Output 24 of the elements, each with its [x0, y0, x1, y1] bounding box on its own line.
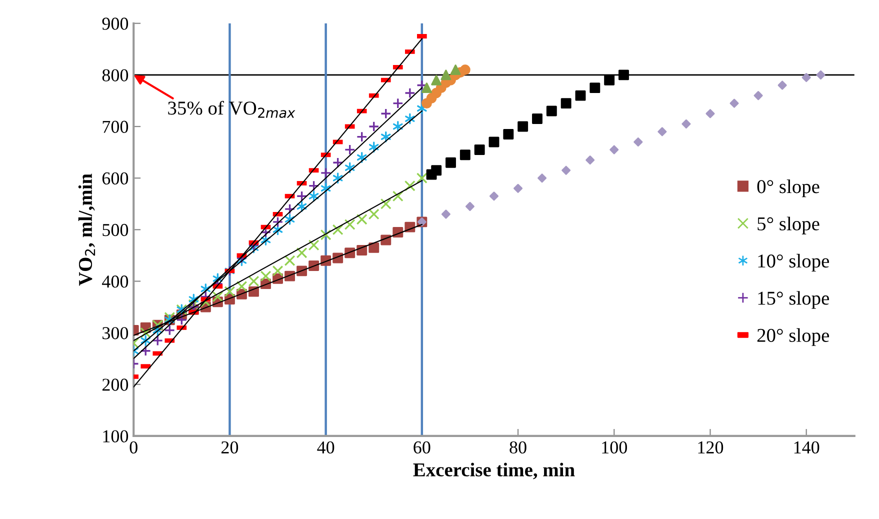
x-tick-label: 0 — [130, 441, 138, 454]
legend-label: 20° slope — [757, 328, 830, 346]
y-tick-label: 400 — [102, 275, 128, 288]
y-tick-label: 300 — [102, 327, 128, 340]
y-tick-label: 800 — [102, 69, 128, 82]
y-tick-label: 900 — [102, 18, 128, 30]
x-tick-label: 100 — [602, 441, 627, 454]
x-tick-label: 80 — [510, 441, 526, 454]
y-tick-label: 700 — [102, 120, 128, 133]
legend-label: 10° slope — [758, 254, 830, 272]
x-tick-label: 120 — [698, 441, 724, 454]
y-tick-label: 500 — [102, 224, 128, 236]
y-tick-label: 100 — [103, 430, 128, 442]
x-axis-title: Excercise time, min — [413, 462, 575, 480]
legend-label: 5° slope — [758, 216, 820, 234]
x-tick-label: 40 — [317, 441, 334, 454]
legend-label: 15° slope — [758, 291, 830, 309]
y-tick-label: 200 — [102, 378, 128, 391]
x-tick-label: 20 — [221, 441, 238, 454]
x-tick-label: 140 — [794, 441, 820, 454]
y-tick-label: 600 — [102, 172, 128, 185]
legend-label: 0° slope — [757, 180, 820, 198]
y-axis-title: VO$_{2}$, ml/,min — [78, 174, 96, 286]
x-tick-label: 60 — [414, 441, 430, 454]
